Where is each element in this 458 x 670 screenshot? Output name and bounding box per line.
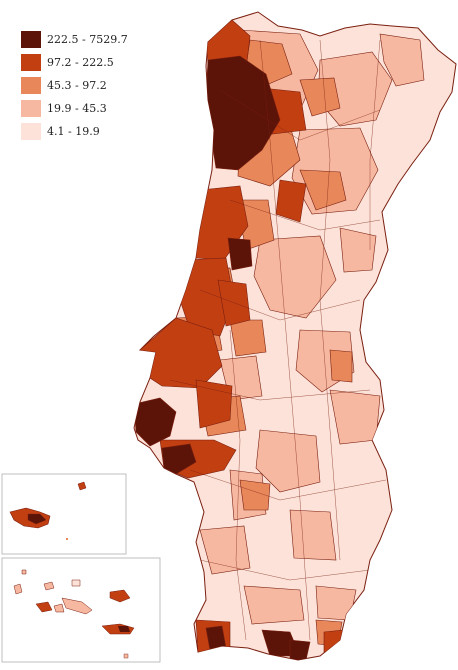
legend-swatch-class-3 [21, 77, 41, 94]
legend-entry-class-4: 19.9 - 45.3 [21, 97, 128, 120]
madeira-inset [1, 473, 127, 555]
legend-label-class-4: 19.9 - 45.3 [47, 102, 107, 115]
legend-swatch-class-2 [21, 54, 41, 71]
legend-label-class-5: 4.1 - 19.9 [47, 125, 100, 138]
legend-entry-class-5: 4.1 - 19.9 [21, 120, 128, 143]
legend-entry-class-3: 45.3 - 97.2 [21, 74, 128, 97]
azores-inset [1, 557, 161, 663]
legend-swatch-class-5 [21, 123, 41, 140]
legend-label-class-1: 222.5 - 7529.7 [47, 33, 128, 46]
legend-swatch-class-1 [21, 31, 41, 48]
municipality-boundaries [169, 39, 387, 641]
map-legend: 222.5 - 7529.7 97.2 - 222.5 45.3 - 97.2 … [21, 28, 128, 143]
legend-entry-class-1: 222.5 - 7529.7 [21, 28, 128, 51]
legend-label-class-3: 45.3 - 97.2 [47, 79, 107, 92]
class-1-regions [134, 55, 311, 660]
legend-swatch-class-4 [21, 100, 41, 117]
legend-entry-class-2: 97.2 - 222.5 [21, 51, 128, 74]
legend-label-class-2: 97.2 - 222.5 [47, 56, 114, 69]
